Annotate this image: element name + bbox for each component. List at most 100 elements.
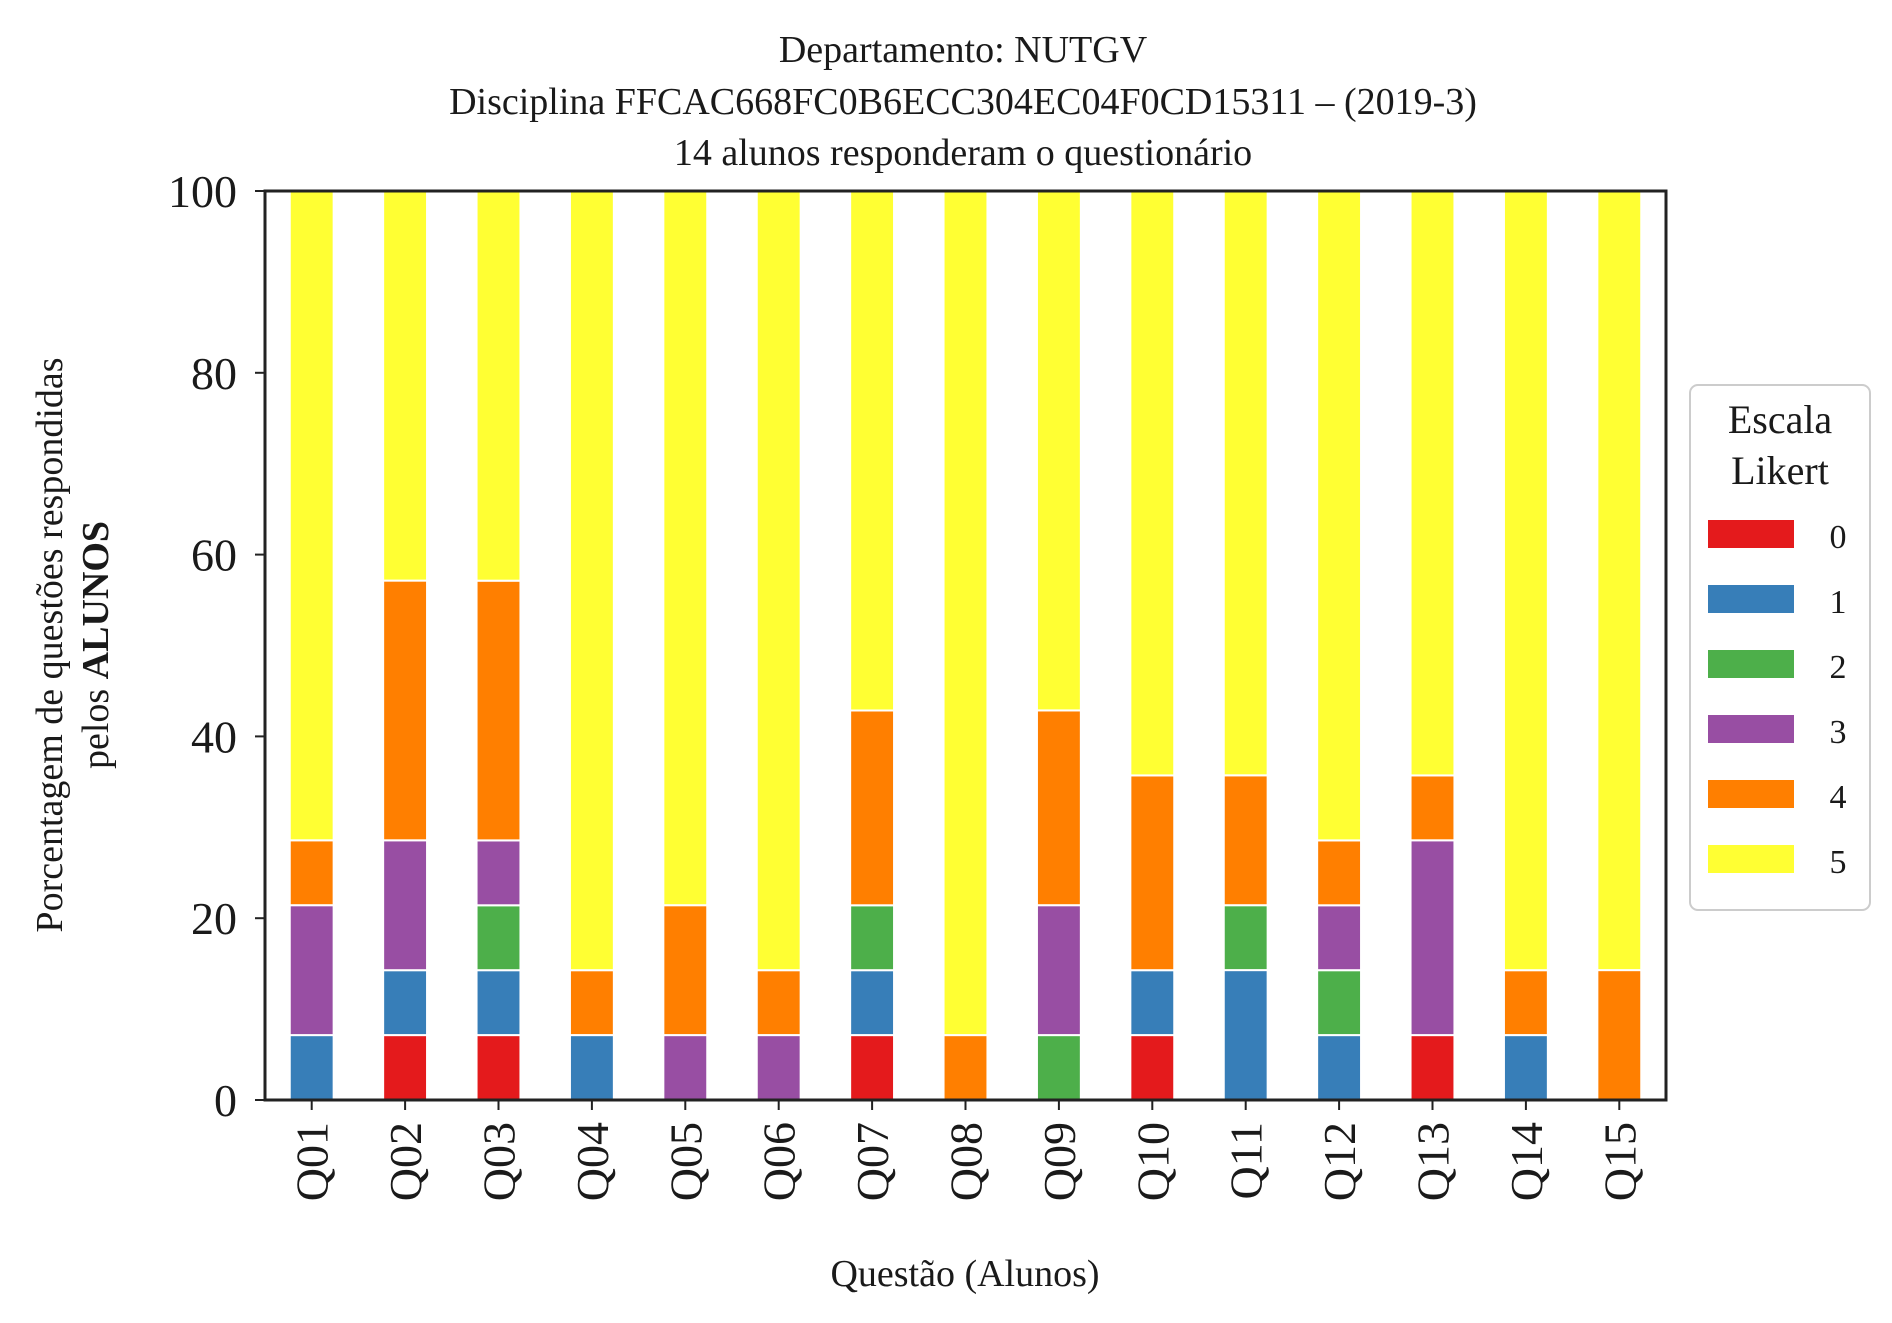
- x-tick-label-q12: Q12: [1314, 1122, 1365, 1201]
- bar-q01-level-5: [288, 190, 335, 842]
- legend-label-2: 2: [1830, 649, 1847, 686]
- bar-q09-level-5: [1035, 190, 1082, 712]
- legend: Escala Likert 0 1 2 3 4 5: [1689, 384, 1871, 911]
- y-axis-ticks: 0 20 40 60 80 100: [168, 166, 265, 1126]
- bar-q12-level-1: [1316, 1034, 1363, 1101]
- legend-swatch-5: [1708, 845, 1794, 873]
- bar-q02-level-5: [382, 190, 429, 582]
- bar-q07-level-1: [849, 969, 896, 1037]
- bar-q03-level-2: [475, 904, 522, 972]
- bar-q09-level-2: [1035, 1034, 1082, 1101]
- title-line-2: Disciplina FFCAC668FC0B6ECC304EC04F0CD15…: [449, 81, 1477, 123]
- bar-q06-level-3: [755, 1034, 802, 1101]
- x-tick-label-q14: Q14: [1501, 1122, 1552, 1201]
- legend-title-line-2: Likert: [1731, 448, 1829, 493]
- x-tick-label-q09: Q09: [1034, 1122, 1085, 1201]
- bar-q14-level-1: [1502, 1034, 1549, 1101]
- bar-q08-level-4: [942, 1034, 989, 1101]
- bar-q12-level-3: [1316, 904, 1363, 972]
- bar-q07-level-0: [849, 1034, 896, 1101]
- bar-q13-level-4: [1409, 774, 1456, 842]
- x-tick-label-q10: Q10: [1127, 1122, 1178, 1201]
- bar-q04-level-1: [568, 1034, 615, 1101]
- y-tick-label: 20: [191, 893, 237, 944]
- bar-q11-level-1: [1222, 969, 1269, 1101]
- x-tick-label-q08: Q08: [941, 1122, 992, 1201]
- bar-q06-level-4: [755, 969, 802, 1037]
- legend-title-line-1: Escala: [1728, 397, 1833, 442]
- x-tick-label-q11: Q11: [1221, 1122, 1272, 1200]
- y-tick-label: 80: [191, 348, 237, 399]
- bar-q10-level-0: [1129, 1034, 1176, 1101]
- y-tick-label: 0: [214, 1075, 237, 1126]
- bar-q10-level-1: [1129, 969, 1176, 1037]
- x-tick-label-q01: Q01: [287, 1122, 338, 1201]
- bar-q13-level-3: [1409, 839, 1456, 1037]
- bar-q11-level-4: [1222, 774, 1269, 907]
- bar-q01-level-3: [288, 904, 335, 1037]
- x-tick-label-q13: Q13: [1408, 1122, 1459, 1201]
- legend-label-5: 5: [1830, 844, 1847, 881]
- bar-q10-level-5: [1129, 190, 1176, 777]
- bar-q12-level-2: [1316, 969, 1363, 1037]
- bar-q13-level-5: [1409, 190, 1456, 777]
- plot-frame: [263, 189, 1668, 1102]
- bar-q12-level-5: [1316, 190, 1363, 842]
- bar-q05-level-3: [662, 1034, 709, 1101]
- bar-q15-level-5: [1596, 190, 1643, 972]
- bar-q07-level-5: [849, 190, 896, 712]
- bar-q06-level-5: [755, 190, 802, 972]
- bar-q11-level-2: [1222, 904, 1269, 972]
- y-axis-label-line-1: Porcentagem de questões respondidas: [29, 357, 71, 932]
- y-axis-label: Porcentagem de questões respondidas pelo…: [29, 357, 117, 932]
- y-tick-label: 40: [191, 711, 237, 762]
- bar-q14-level-4: [1502, 969, 1549, 1037]
- legend-swatch-3: [1708, 715, 1794, 743]
- legend-label-4: 4: [1830, 779, 1847, 816]
- legend-swatch-1: [1708, 585, 1794, 613]
- y-tick-label: 60: [191, 530, 237, 581]
- x-tick-label-q05: Q05: [660, 1122, 711, 1201]
- bar-q02-level-4: [382, 579, 429, 842]
- x-axis-label: Questão (Alunos): [830, 1253, 1099, 1295]
- chart-title: Departamento: NUTGV Disciplina FFCAC668F…: [449, 29, 1477, 174]
- bar-q04-level-4: [568, 969, 615, 1037]
- bar-q08-level-5: [942, 190, 989, 1037]
- y-axis-label-prefix: pelos: [75, 679, 117, 769]
- bar-q03-level-3: [475, 839, 522, 907]
- x-tick-label-q07: Q07: [847, 1122, 898, 1201]
- legend-swatch-2: [1708, 650, 1794, 678]
- legend-label-0: 0: [1830, 519, 1847, 556]
- bar-q02-level-1: [382, 969, 429, 1037]
- y-axis-label-line-2: pelos ALUNOS: [75, 521, 117, 769]
- bar-q09-level-4: [1035, 709, 1082, 907]
- bar-q05-level-4: [662, 904, 709, 1037]
- bars-layer: [288, 189, 1643, 1101]
- bar-q04-level-5: [568, 190, 615, 972]
- bar-q14-level-5: [1502, 190, 1549, 972]
- y-axis-label-bold: ALUNOS: [75, 521, 117, 679]
- bar-q05-level-5: [662, 190, 709, 907]
- bar-q03-level-0: [475, 1034, 522, 1101]
- bar-q12-level-4: [1316, 839, 1363, 907]
- legend-items: 0 1 2 3 4 5: [1708, 519, 1847, 881]
- legend-swatch-0: [1708, 520, 1794, 548]
- bar-q09-level-3: [1035, 904, 1082, 1037]
- x-tick-label-q04: Q04: [567, 1122, 618, 1201]
- legend-label-1: 1: [1830, 584, 1847, 621]
- bar-q01-level-1: [288, 1034, 335, 1101]
- x-tick-label-q06: Q06: [754, 1122, 805, 1201]
- bar-q03-level-1: [475, 969, 522, 1037]
- bar-q03-level-4: [475, 579, 522, 842]
- bar-q07-level-4: [849, 709, 896, 907]
- x-tick-label-q02: Q02: [380, 1122, 431, 1201]
- bar-q02-level-3: [382, 839, 429, 972]
- title-line-3: 14 alunos responderam o questionário: [674, 132, 1252, 174]
- legend-label-3: 3: [1830, 714, 1847, 751]
- x-tick-label-q15: Q15: [1594, 1122, 1645, 1201]
- legend-box: [1689, 384, 1871, 911]
- bar-q07-level-2: [849, 904, 896, 972]
- bar-q13-level-0: [1409, 1034, 1456, 1101]
- bar-q10-level-4: [1129, 774, 1176, 972]
- bar-q03-level-5: [475, 190, 522, 582]
